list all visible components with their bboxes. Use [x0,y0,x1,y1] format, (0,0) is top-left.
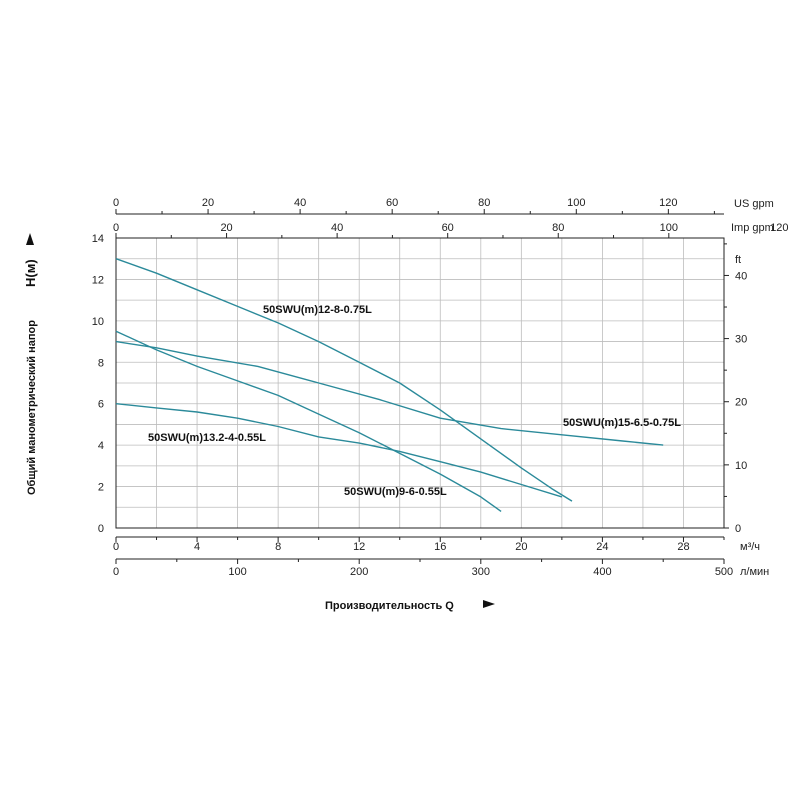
us-gpm-tick-label: 60 [386,197,398,209]
m3h-tick-label: 0 [113,541,119,553]
imp-gpm-tick-label: 60 [442,222,454,234]
y-tick-label: 2 [98,482,104,494]
us-gpm-tick-label: 40 [294,197,306,209]
x-axis-title: Производительность Q [325,600,495,612]
lpm-tick-label: 300 [472,566,490,578]
series-label-132-4-055: 50SWU(m)13.2-4-0.55L [148,432,266,444]
y-tick-label: 10 [92,316,104,328]
y-tick-label: 8 [98,357,104,369]
series-12-8-075-curve [115,258,573,502]
m3h-tick-label: 24 [596,541,608,553]
top-axis-unit-us-gpm: US gpm [734,198,774,210]
y-tick-label: 4 [98,440,104,452]
right-axis-unit-ft: ft [735,254,741,266]
imp-gpm-tick-label: 40 [331,222,343,234]
us-gpm-tick-label: 80 [478,197,490,209]
ft-tick-label: 20 [735,397,747,409]
m3h-tick-label: 20 [515,541,527,553]
y-tick-label: 14 [92,233,104,245]
svg-text:H(м): H(м) [23,259,38,287]
m3h-tick-label: 4 [194,541,200,553]
lpm-tick-label: 400 [593,566,611,578]
ft-tick-label: 40 [735,270,747,282]
grid [116,238,724,528]
ft-tick-label: 30 [735,334,747,346]
us-gpm-tick-label: 120 [659,197,677,209]
series-label-12-8-075: 50SWU(m)12-8-0.75L [263,304,372,316]
series-label-15-65-075: 50SWU(m)15-6.5-0.75L [563,417,681,429]
m3h-tick-label: 12 [353,541,365,553]
y-axis-title: Общий манометрический напор H(м) [23,233,38,495]
lpm-tick-label: 100 [228,566,246,578]
ft-tick-label: 0 [735,523,741,535]
imp-gpm-tick-label: 100 [660,222,678,234]
us-gpm-tick-label: 100 [567,197,585,209]
imp-gpm-tick-label: 0 [113,222,119,234]
plot-frame [115,237,725,529]
series-15-65-075-curve [115,340,664,446]
imp-gpm-tick-label: 80 [552,222,564,234]
y-tick-label: 0 [98,523,104,535]
series-labels: 50SWU(m)12-8-0.75L 50SWU(m)15-6.5-0.75L 50… [148,304,681,498]
up-arrow-icon [26,233,34,245]
us-gpm-tick-label: 20 [202,197,214,209]
lpm-tick-label: 200 [350,566,368,578]
ft-tick-label: 10 [735,460,747,472]
us-gpm-tick-label: 0 [113,197,119,209]
series-9-6-055-curve [115,330,502,512]
lpm-tick-label: 0 [113,566,119,578]
series-132-4-055-curve [115,403,563,498]
m3h-tick-label: 8 [275,541,281,553]
series-label-9-6-055: 50SWU(m)9-6-0.55L [344,486,447,498]
lpm-tick-label: 500 [715,566,733,578]
right-arrow-icon [483,600,495,608]
imp-gpm-tick-label: 20 [220,222,232,234]
m3h-tick-label: 16 [434,541,446,553]
y-tick-label: 12 [92,274,104,286]
y-tick-label: 6 [98,399,104,411]
svg-text:Производительность Q: Производительность Q [325,600,454,612]
svg-text:Общий манометрический напор: Общий манометрический напор [26,320,38,495]
top-axis-unit-imp-gpm: Imp gpm [731,222,774,234]
m3h-tick-label: 28 [677,541,689,553]
series-group [115,258,664,512]
x-axis-unit-m3h: м³/ч [740,541,760,553]
x-axis-unit-lpm: л/мин [740,566,769,578]
imp-gpm-tick-label: 120 [770,222,788,234]
